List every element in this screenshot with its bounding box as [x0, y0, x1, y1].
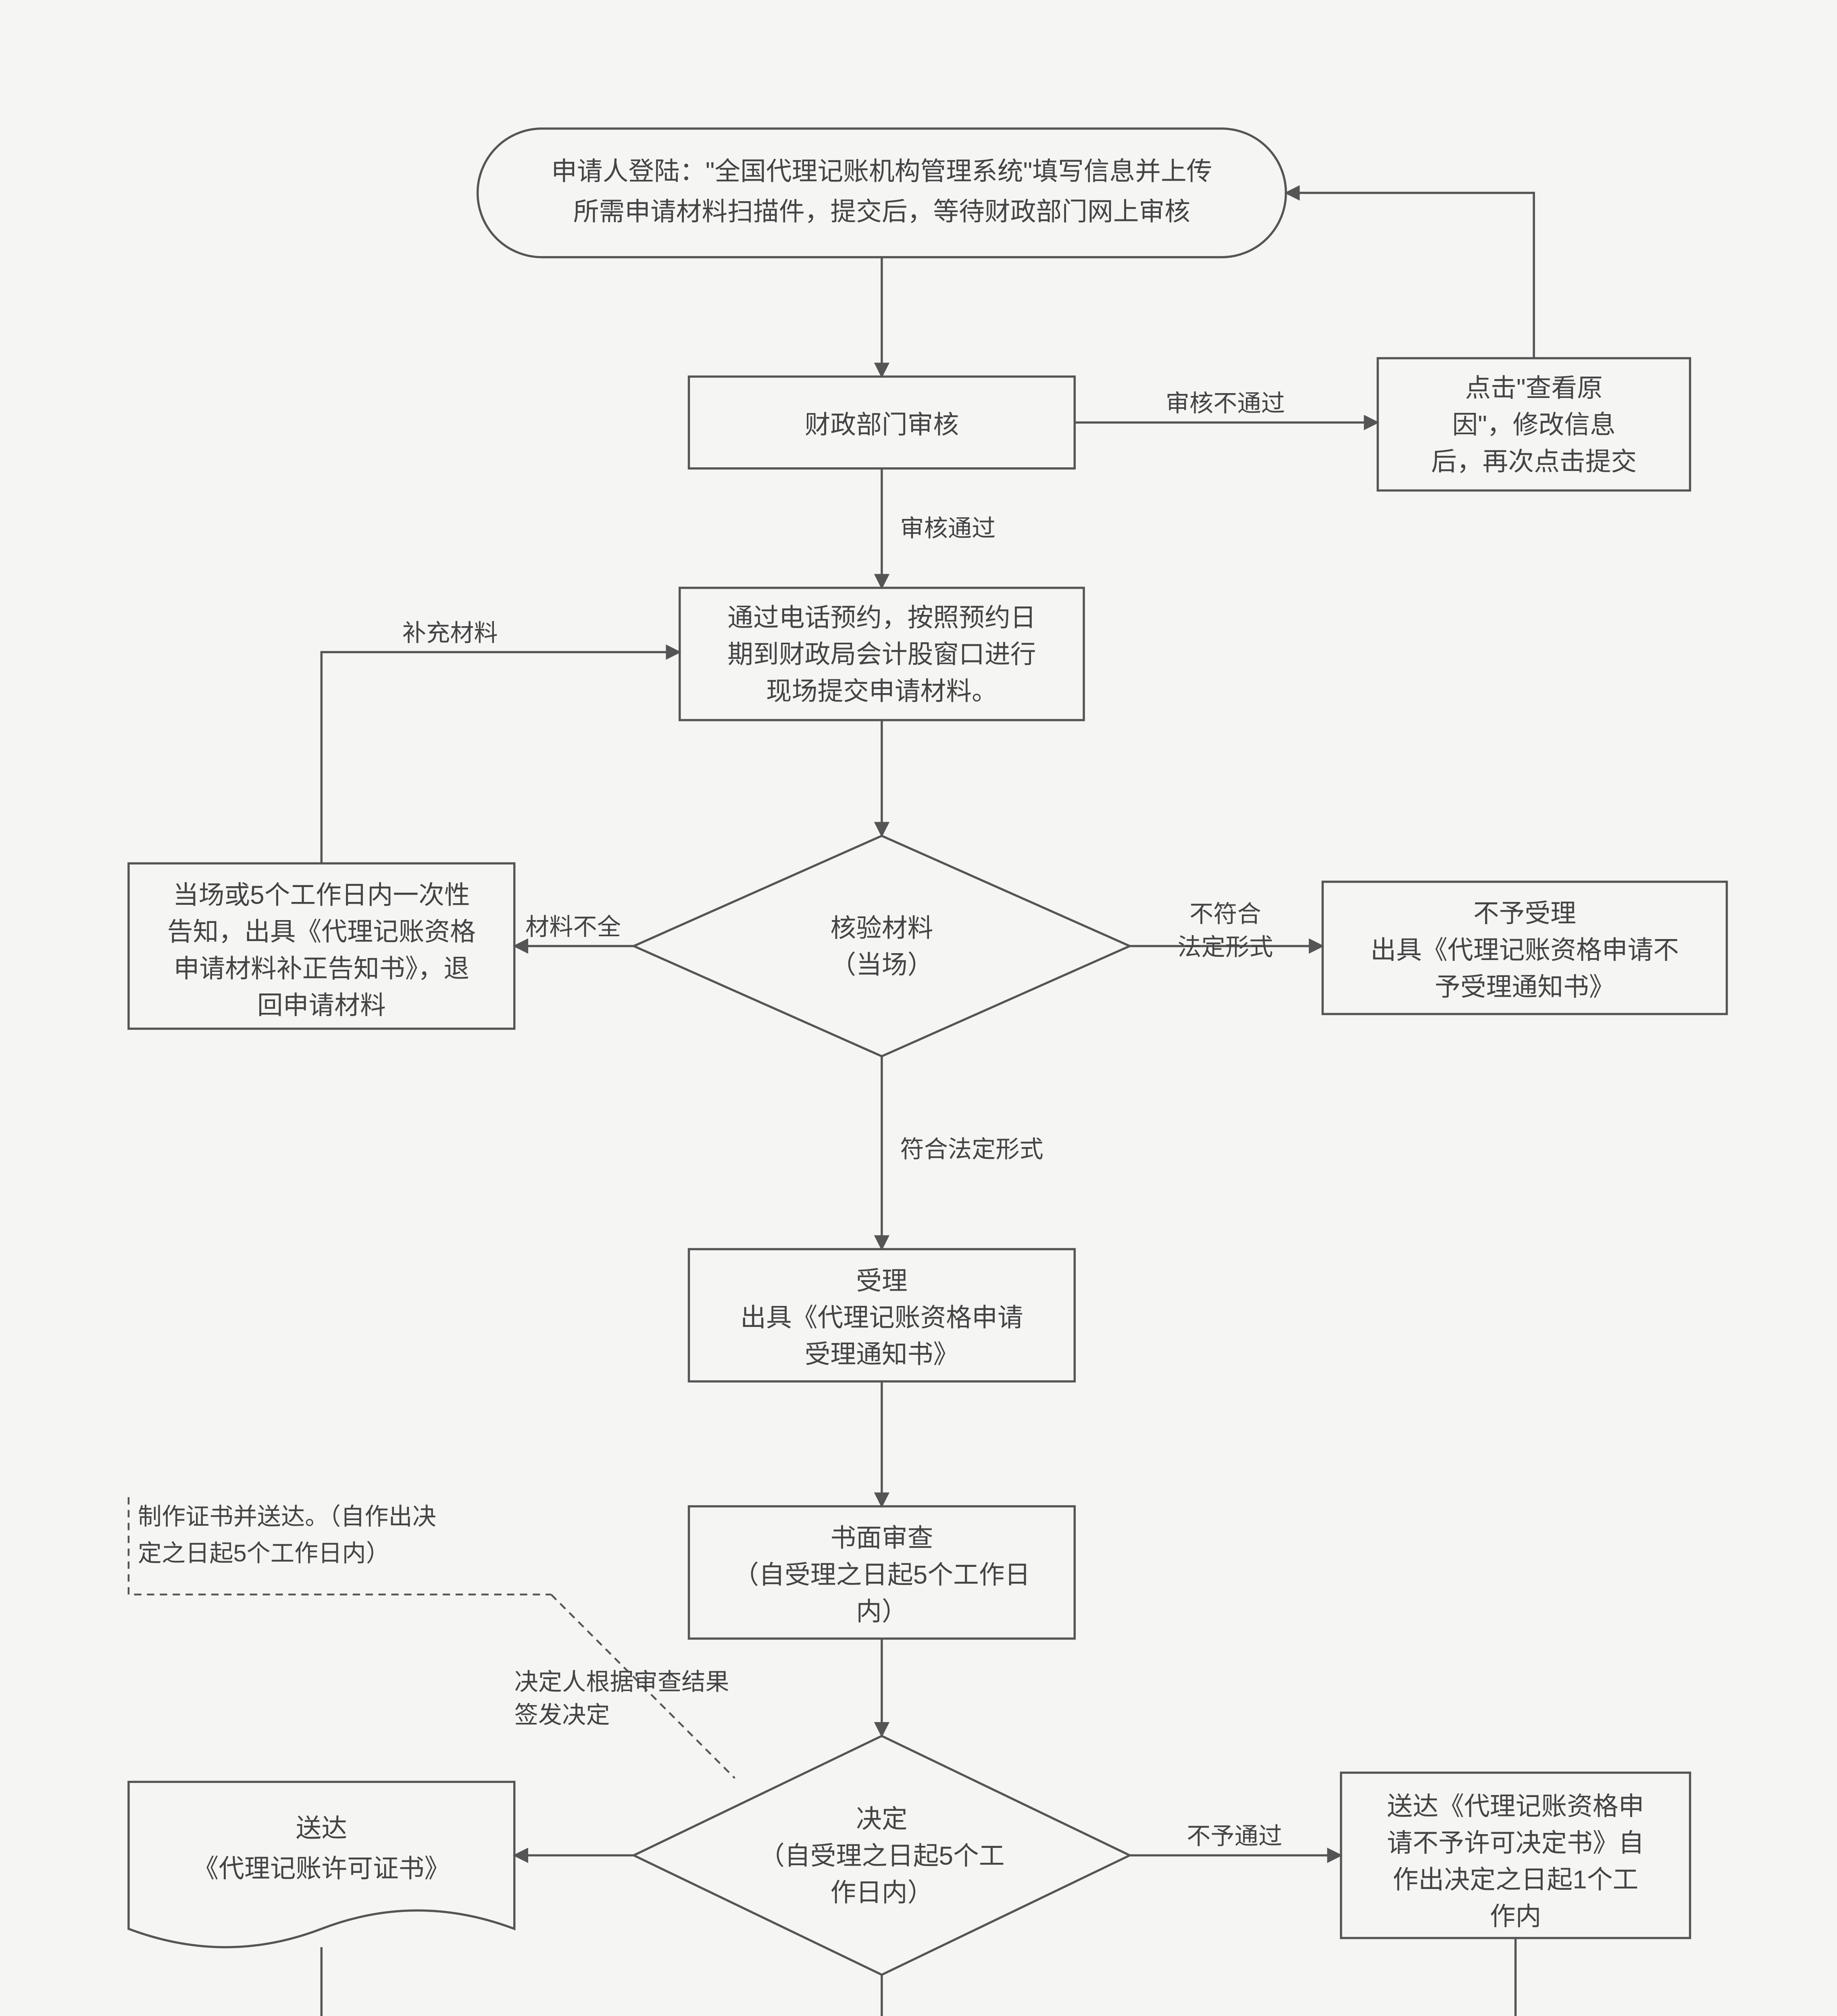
node-cert-line1: 送达 [296, 1814, 348, 1843]
node-dr-line3: 作出决定之日起1个工 [1393, 1865, 1638, 1894]
node-appoint-line3: 现场提交申请材料。 [766, 677, 998, 706]
edge-cert-end [321, 1947, 514, 2016]
node-notify-line1: 当场或5个工作日内一次性 [173, 881, 470, 910]
node-dr-line1: 送达《代理记账资格申 [1387, 1791, 1644, 1820]
label-sign1: 决定人根据审查结果 [514, 1668, 729, 1695]
label-pass-review: 审核通过 [900, 514, 996, 541]
node-wr-line2: （自受理之日起5个工作日 [733, 1560, 1030, 1589]
node-decide-line2: （自受理之日起5个工 [759, 1841, 1004, 1870]
node-accept: 受理 出具《代理记账资格申请 受理通知书》 [689, 1249, 1075, 1381]
node-reject-line2: 出具《代理记账资格申请不 [1370, 935, 1679, 964]
node-accept-line2: 出具《代理记账资格申请 [740, 1303, 1023, 1332]
node-start-line2: 所需申请材料扫描件，提交后，等待财政部门网上审核 [573, 197, 1190, 226]
node-reject-accept: 不予受理 出具《代理记账资格申请不 予受理通知书》 [1323, 882, 1727, 1014]
annot-mc-line2: 定之日起5个工作日内） [138, 1540, 390, 1567]
node-notify-line3: 申请材料补正告知书》，退 [174, 954, 469, 983]
node-written-review: 书面审查 （自受理之日起5个工作日 内） [689, 1506, 1075, 1639]
node-review-line1: 财政部门审核 [805, 410, 959, 439]
edge-modify-start [1286, 193, 1534, 358]
node-appoint-line2: 期到财政局会计股窗口进行 [727, 640, 1036, 669]
node-reject-line1: 不予受理 [1473, 899, 1576, 928]
node-verify-line1: 核验材料 [830, 914, 933, 943]
annotation-make-cert: 制作证书并送达。（自作出决 定之日起5个工作日内） [129, 1497, 551, 1594]
node-wr-line1: 书面审查 [830, 1523, 933, 1552]
node-notify-supplement: 当场或5个工作日内一次性 告知，出具《代理记账资格 申请材料补正告知书》，退 回… [129, 863, 514, 1029]
label-nonconform1: 不符合 [1189, 900, 1261, 927]
node-deliver-cert: 送达 《代理记账许可证书》 [129, 1782, 514, 1947]
edge-reject-end [1268, 1938, 1516, 2016]
node-cert-line2: 《代理记账许可证书》 [193, 1854, 450, 1883]
node-modify-line1: 点击"查看原 [1465, 373, 1603, 402]
node-appoint-line1: 通过电话预约，按照预约日 [727, 603, 1036, 632]
node-accept-line1: 受理 [856, 1266, 908, 1295]
node-dr-line2: 请不予许可决定书》自 [1387, 1828, 1644, 1857]
label-conform: 符合法定形式 [900, 1135, 1043, 1162]
node-start: 申请人登陆："全国代理记账机构管理系统"填写信息并上传 所需申请材料扫描件，提交… [478, 129, 1286, 257]
node-notify-line4: 回申请材料 [257, 991, 386, 1020]
node-verify-line2: （当场） [830, 950, 933, 979]
node-reject-line3: 予受理通知书》 [1435, 972, 1614, 1001]
node-accept-line3: 受理通知书》 [805, 1340, 959, 1369]
node-decide-line3: 作日内） [830, 1878, 933, 1907]
label-nonconform2: 法定形式 [1177, 933, 1273, 960]
label-sign2: 签发决定 [514, 1702, 610, 1729]
node-notify-line2: 告知，出具《代理记账资格 [167, 917, 476, 946]
node-decide-line1: 决定 [856, 1804, 908, 1833]
node-deliver-reject: 送达《代理记账资格申 请不予许可决定书》自 作出决定之日起1个工 作内 [1341, 1773, 1690, 1938]
node-dr-line4: 作内 [1490, 1902, 1541, 1931]
node-wr-line3: 内） [856, 1597, 908, 1626]
label-incomplete: 材料不全 [525, 913, 621, 940]
label-not-approved: 不予通过 [1187, 1822, 1282, 1849]
node-modify: 点击"查看原 因"，修改信息 后，再次点击提交 [1378, 358, 1690, 490]
node-review: 财政部门审核 [689, 377, 1075, 469]
edge-notify-appoint [321, 652, 679, 863]
node-verify: 核验材料 （当场） [634, 836, 1130, 1056]
label-fail-review: 审核不通过 [1166, 390, 1285, 417]
annot-mc-line1: 制作证书并送达。（自作出决 [138, 1503, 436, 1530]
node-start-line1: 申请人登陆："全国代理记账机构管理系统"填写信息并上传 [551, 156, 1212, 185]
flowchart-diagram: 申请人登陆："全国代理记账机构管理系统"填写信息并上传 所需申请材料扫描件，提交… [0, 0, 1837, 2016]
node-modify-line3: 后，再次点击提交 [1431, 447, 1637, 476]
node-decide: 决定 （自受理之日起5个工 作日内） [634, 1736, 1130, 1974]
label-supplement: 补充材料 [402, 619, 498, 646]
node-modify-line2: 因"，修改信息 [1452, 410, 1616, 439]
node-appoint: 通过电话预约，按照预约日 期到财政局会计股窗口进行 现场提交申请材料。 [680, 588, 1084, 720]
